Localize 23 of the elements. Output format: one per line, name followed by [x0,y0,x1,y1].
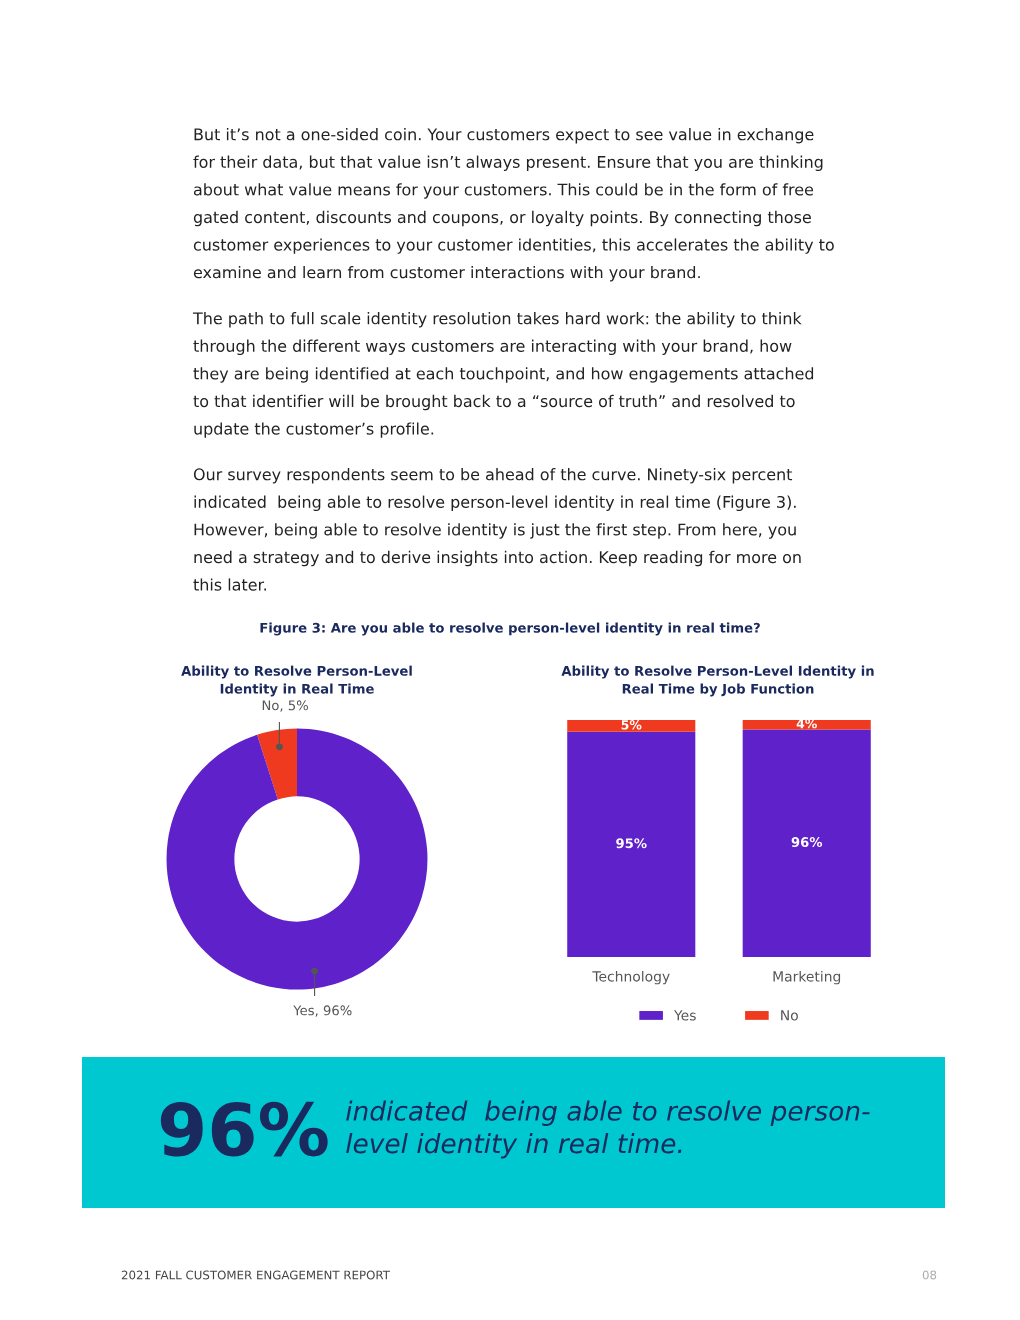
data-label: 95% [616,838,647,849]
text: 2021 FALL CUSTOMER ENGAGEMENT REPORT [121,1270,390,1280]
data-label: , 96% [315,1005,352,1017]
chart-title: Ability to Resolve Person-Level Identity in Real Time [181,665,412,697]
caption: Figure 3: Are you able to resolve person-level identity in real time? [260,622,760,636]
text: But it’s not a one-sided coin. Your customers expect to see value in exchange for their data, but that value isn’t always present. Ensure that you are thinking about what value means for your customers. This could be in the form of free gated content, discounts and coupons, or loyalty points. By connecting those customer experiences to your customer identities, this accelerates the ability to examine and learn from customer interactions with your brand. [193,128,834,282]
text: Our survey respondents seem to be ahead of the curve. Ninety-six percent indicated being able to resolve person-level identity in real time (Figure 3). However, being able to resolve identity is just the first step. From here, you need a strategy and to derive insights into action. Keep reading for more on this later. [193,468,801,591]
data-label: , 5% [280,700,309,712]
text: The path to full scale identity resolution takes hard work: the ability to think through the different ways customers are interacting with your brand, how they are being identified at each touchpoint, and how engagements attached to that identifier will be brought back to a “source of truth” and resolved to update the customer’s profile. [192,312,814,438]
text: indicated being able to resolve person- level identity in real time. [346,1100,870,1159]
legend-label: No [781,1010,798,1021]
text: 96% [160,1101,328,1157]
legend-label: Yes [674,1010,696,1021]
data-label: 96% [791,837,823,848]
slice-label: No [262,700,279,711]
donut-slice [166,728,428,990]
x-tick-label: Technology [592,970,670,985]
text: 08 [922,1270,937,1280]
x-tick-label: Marketing [773,970,841,985]
chart-title: Ability to Resolve Person-Level Identity in Real Time by Job Function [561,665,874,697]
donut-slice [257,728,297,800]
data-label: 5% [621,720,642,730]
slice-label: Yes [293,1005,314,1016]
